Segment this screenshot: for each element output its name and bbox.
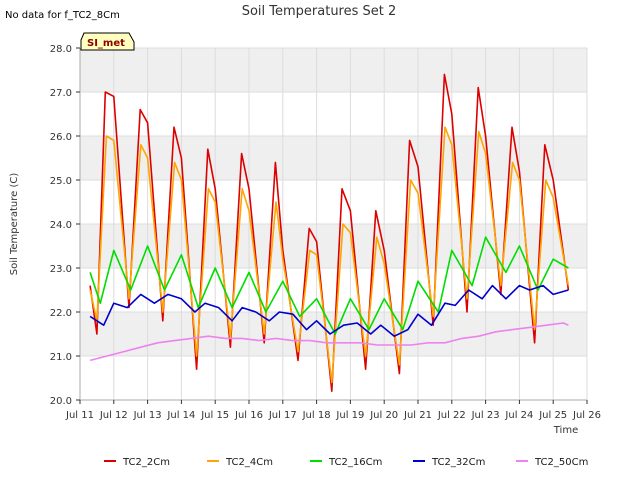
no-data-note: No data for f_TC2_8Cm [5, 10, 120, 21]
background-band [80, 136, 587, 180]
x-tick-label: Jul 20 [369, 410, 398, 421]
x-tick-label: Jul 23 [471, 410, 500, 421]
y-axis-label: Soil Temperature (C) [9, 173, 20, 276]
y-tick-label: 25.0 [50, 176, 72, 187]
series-line-tc2-50cm [89, 322, 569, 362]
legend-entry: TC2_2Cm [122, 457, 170, 468]
y-tick-label: 21.0 [50, 352, 72, 363]
y-tick-label: 20.0 [50, 396, 72, 407]
badge-label: SI_met [87, 38, 125, 49]
series-line-tc2-16cm [89, 236, 569, 335]
x-tick-label: Jul 13 [133, 410, 162, 421]
x-tick-label: Jul 11 [65, 410, 94, 421]
x-tick-label: Jul 18 [302, 410, 331, 421]
legend-entry: TC2_4Cm [225, 457, 273, 468]
legend-entry: TC2_32Cm [431, 457, 485, 468]
x-tick-label: Jul 26 [572, 410, 601, 421]
background-band [80, 48, 587, 92]
y-tick-label: 23.0 [50, 264, 72, 275]
x-tick-label: Jul 16 [234, 410, 263, 421]
background-bands [80, 48, 587, 356]
badge-shape [80, 32, 135, 51]
series-line-tc2-32cm [89, 284, 569, 338]
x-tick-label: Jul 14 [166, 410, 195, 421]
x-axis: Jul 11 Jul 12 Jul 13 Jul 14 Jul 15 Jul 16 Jul … [65, 399, 601, 421]
series-layer [89, 73, 570, 393]
series-line-tc2-4cm [89, 126, 570, 384]
x-tick-label: Jul 12 [99, 410, 128, 421]
x-tick-label: Jul 25 [538, 410, 567, 421]
x-tick-label: Jul 24 [504, 410, 533, 421]
y-tick-label: 24.0 [50, 220, 72, 231]
legend-entry: TC2_16Cm [328, 457, 382, 468]
y-tick-label: 27.0 [50, 88, 72, 99]
legend-entry: TC2_50Cm [534, 457, 588, 468]
x-tick-label: Jul 17 [268, 410, 297, 421]
plot-area [79, 47, 588, 401]
y-tick-label: 26.0 [50, 132, 72, 143]
y-tick-label: 22.0 [50, 308, 72, 319]
si-met-badge: SI_met [80, 32, 135, 51]
y-tick-label: 28.0 [50, 44, 72, 55]
y-axis: 20.0 21.0 22.0 23.0 24.0 25.0 26.0 27.0 28.0 [50, 44, 81, 407]
x-tick-label: Jul 21 [403, 410, 432, 421]
x-axis-label: Time [553, 425, 578, 436]
x-tick-label: Jul 22 [437, 410, 466, 421]
x-tick-label: Jul 15 [200, 410, 229, 421]
chart-title: Soil Temperatures Set 2 [242, 4, 397, 19]
x-tick-label: Jul 19 [335, 410, 364, 421]
legend: TC2_2Cm TC2_4Cm TC2_16Cm TC2_32Cm TC2_50Cm [104, 457, 588, 468]
